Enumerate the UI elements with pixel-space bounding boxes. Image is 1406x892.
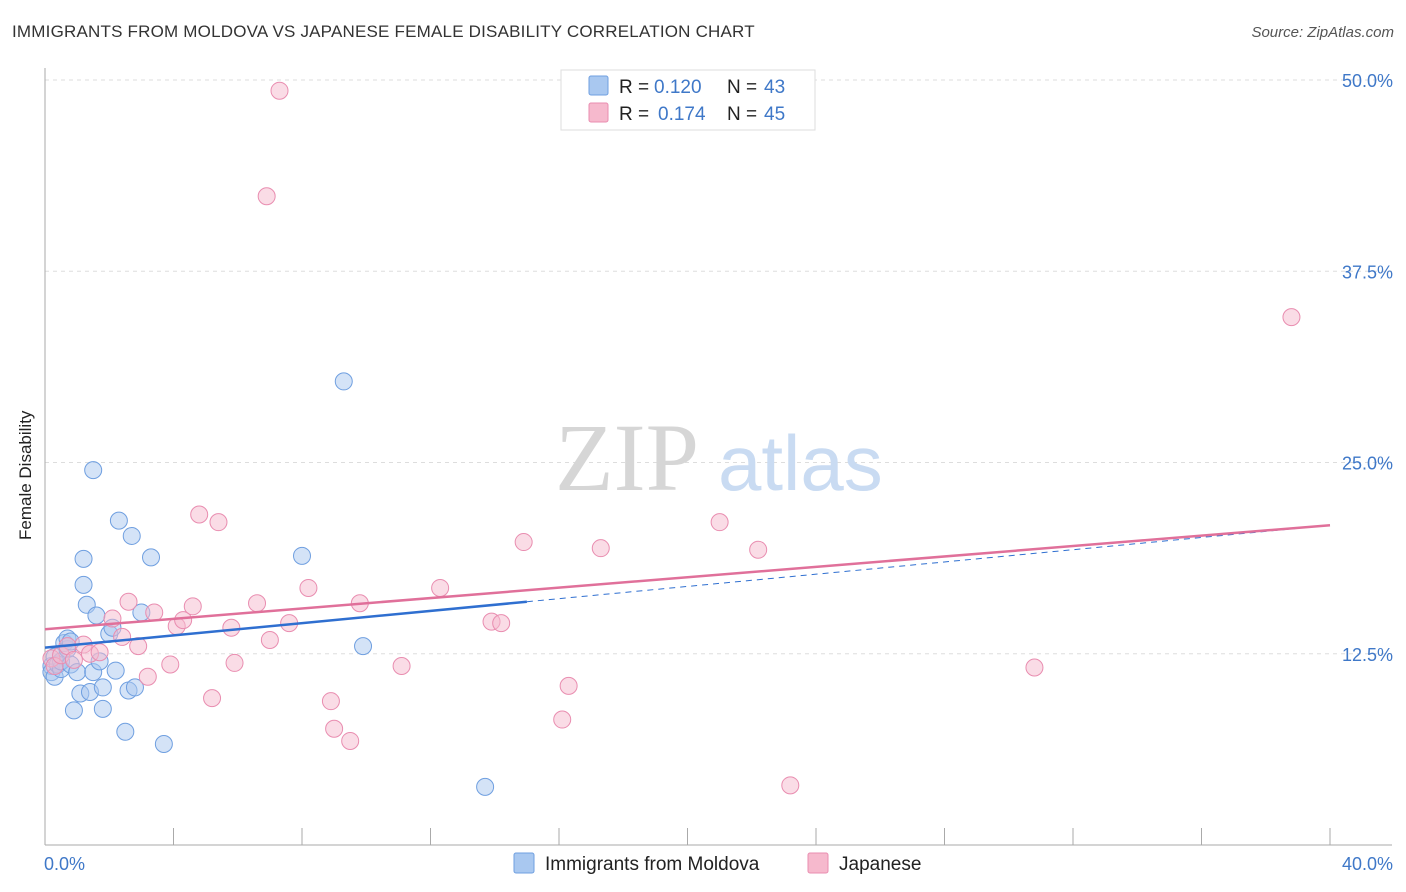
watermark: ZIP atlas <box>555 404 883 511</box>
moldova-point-15 <box>74 575 93 594</box>
tick-labels: 12.5% 25.0% 37.5% 50.0% 0.0% 40.0% <box>44 71 1393 874</box>
moldova-point-21 <box>87 606 106 625</box>
legend-top-r-value-2: 0.174 <box>658 104 706 125</box>
japanese-point-44 <box>270 81 289 100</box>
japanese-point-31 <box>392 656 411 675</box>
japanese-point-41 <box>781 776 800 795</box>
japanese-point-20 <box>209 513 228 532</box>
japanese-point-12 <box>138 667 157 686</box>
japanese-point-13 <box>145 603 164 622</box>
japanese-point-4 <box>64 650 83 669</box>
axes <box>44 68 1392 846</box>
y-tick-label-2: 37.5% <box>1342 262 1393 282</box>
legend-top-swatch-blue <box>588 75 609 96</box>
japanese-point-19 <box>203 689 222 708</box>
moldova-point-16 <box>74 549 93 568</box>
japanese-point-9 <box>113 627 132 646</box>
japanese-point-42 <box>1025 658 1044 677</box>
moldova-trend-line <box>44 600 527 649</box>
legend-bottom: Immigrants from Moldova Japanese <box>513 852 921 875</box>
x-tick-label-0: 0.0% <box>44 854 85 874</box>
legend-top-n-label-2: N = <box>727 104 757 125</box>
japanese-point-7 <box>90 643 109 662</box>
trend-lines <box>44 523 1331 649</box>
moldova-point-12 <box>64 701 83 720</box>
moldova-point-24 <box>93 678 112 697</box>
japanese-point-23 <box>248 594 267 613</box>
japanese-point-18 <box>190 505 209 524</box>
japanese-point-27 <box>321 692 340 711</box>
japanese-point-43 <box>1282 308 1301 327</box>
japanese-point-16 <box>174 611 193 630</box>
legend-swatch-moldova <box>513 852 535 874</box>
japanese-trend-line <box>44 523 1331 631</box>
moldova-point-35 <box>154 735 173 754</box>
legend-top-r-value-1: 0.120 <box>654 77 702 98</box>
moldova-point-32 <box>125 678 144 697</box>
japanese-point-26 <box>299 578 318 597</box>
japanese-point-29 <box>341 731 360 750</box>
moldova-point-29 <box>116 722 135 741</box>
moldova-point-39 <box>476 777 495 796</box>
moldova-point-23 <box>93 699 112 718</box>
japanese-point-35 <box>514 533 533 552</box>
moldova-point-28 <box>109 511 128 530</box>
watermark-atlas: atlas <box>718 419 883 507</box>
japanese-point-38 <box>591 539 610 558</box>
moldova-trend-extension <box>526 524 1331 603</box>
japanese-point-28 <box>325 719 344 738</box>
source-label: Source: ZipAtlas.com <box>1251 24 1394 41</box>
chart-title: IMMIGRANTS FROM MOLDOVA VS JAPANESE FEMA… <box>12 22 755 41</box>
moldova-point-38 <box>354 637 373 656</box>
japanese-point-10 <box>119 592 138 611</box>
moldova-point-27 <box>106 661 125 680</box>
moldova-point-36 <box>293 546 311 565</box>
japanese-point-22 <box>225 653 244 672</box>
y-tick-label-0: 12.5% <box>1342 645 1393 665</box>
legend-label-moldova: Immigrants from Moldova <box>545 854 760 875</box>
japanese-point-37 <box>559 676 578 695</box>
y-tick-label-3: 50.0% <box>1342 71 1393 91</box>
moldova-point-20 <box>84 461 103 480</box>
x-tick-label-1: 40.0% <box>1342 854 1393 874</box>
moldova-point-37 <box>334 372 353 391</box>
japanese-point-21 <box>222 618 241 637</box>
legend-top-swatch-pink <box>588 102 609 123</box>
legend-top-r-label-1: R = <box>619 77 649 98</box>
japanese-point-36 <box>553 710 572 729</box>
legend-top-n-value-1: 43 <box>764 77 785 98</box>
y-tick-label-1: 25.0% <box>1342 454 1393 474</box>
legend-label-japanese: Japanese <box>839 854 921 875</box>
japanese-point-45 <box>257 187 276 206</box>
grid-lines <box>45 79 1392 655</box>
watermark-zip: ZIP <box>555 404 699 511</box>
moldova-point-31 <box>122 526 141 545</box>
moldova-point-34 <box>142 548 161 567</box>
japanese-point-32 <box>431 578 450 597</box>
japanese-point-17 <box>183 597 202 616</box>
legend-top-n-label-1: N = <box>727 77 757 98</box>
legend-top-n-value-2: 45 <box>764 104 785 125</box>
legend-swatch-japanese <box>807 852 829 874</box>
legend-top-r-label-2: R = <box>619 104 649 125</box>
japanese-point-40 <box>749 540 768 559</box>
japanese-point-24 <box>260 630 279 649</box>
japanese-point-34 <box>492 614 511 633</box>
japanese-point-14 <box>161 655 180 674</box>
legend-top: R = 0.120 N = 43 R = 0.174 N = 45 <box>560 69 816 131</box>
japanese-point-39 <box>710 513 729 532</box>
data-points <box>42 81 1301 796</box>
